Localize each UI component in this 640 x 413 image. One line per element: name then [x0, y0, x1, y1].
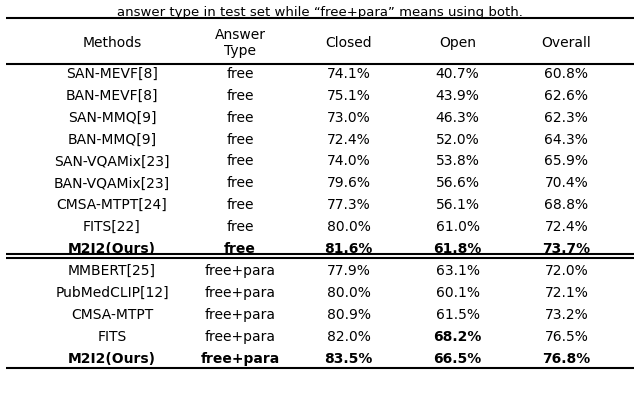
Text: 73.7%: 73.7% — [542, 242, 591, 256]
Text: 80.0%: 80.0% — [327, 220, 371, 234]
Text: 73.2%: 73.2% — [545, 307, 588, 321]
Text: CMSA-MTPT: CMSA-MTPT — [71, 307, 153, 321]
Text: 70.4%: 70.4% — [545, 176, 588, 190]
Text: 56.6%: 56.6% — [436, 176, 479, 190]
Text: FITS: FITS — [97, 329, 127, 343]
Text: 82.0%: 82.0% — [327, 329, 371, 343]
Text: Closed: Closed — [326, 36, 372, 50]
Text: 53.8%: 53.8% — [436, 154, 479, 168]
Text: 52.0%: 52.0% — [436, 132, 479, 146]
Text: 60.1%: 60.1% — [436, 285, 479, 299]
Text: 83.5%: 83.5% — [324, 351, 373, 365]
Text: 77.9%: 77.9% — [327, 263, 371, 278]
Text: MMBERT[25]: MMBERT[25] — [68, 263, 156, 278]
Text: free+para: free+para — [205, 329, 275, 343]
Text: CMSA-MTPT[24]: CMSA-MTPT[24] — [56, 198, 168, 212]
Text: Open: Open — [439, 36, 476, 50]
Text: 43.9%: 43.9% — [436, 88, 479, 102]
Text: M2I2(Ours): M2I2(Ours) — [68, 242, 156, 256]
Text: free: free — [227, 154, 253, 168]
Text: 81.6%: 81.6% — [324, 242, 373, 256]
Text: free+para: free+para — [200, 351, 280, 365]
Text: 61.5%: 61.5% — [436, 307, 479, 321]
Text: FITS[22]: FITS[22] — [83, 220, 141, 234]
Text: PubMedCLIP[12]: PubMedCLIP[12] — [55, 285, 169, 299]
Text: 76.8%: 76.8% — [542, 351, 591, 365]
Text: 76.5%: 76.5% — [545, 329, 588, 343]
Text: 46.3%: 46.3% — [436, 110, 479, 124]
Text: Answer
Type: Answer Type — [214, 28, 266, 57]
Text: answer type in test set while “free+para” means using both.: answer type in test set while “free+para… — [117, 6, 523, 19]
Text: 65.9%: 65.9% — [545, 154, 588, 168]
Text: 75.1%: 75.1% — [327, 88, 371, 102]
Text: 64.3%: 64.3% — [545, 132, 588, 146]
Text: free: free — [227, 88, 253, 102]
Text: 40.7%: 40.7% — [436, 66, 479, 81]
Text: free+para: free+para — [205, 307, 275, 321]
Text: SAN-MEVF[8]: SAN-MEVF[8] — [66, 66, 158, 81]
Text: Overall: Overall — [541, 36, 591, 50]
Text: SAN-MMQ[9]: SAN-MMQ[9] — [68, 110, 156, 124]
Text: SAN-VQAMix[23]: SAN-VQAMix[23] — [54, 154, 170, 168]
Text: free: free — [227, 198, 253, 212]
Text: 72.0%: 72.0% — [545, 263, 588, 278]
Text: M2I2(Ours): M2I2(Ours) — [68, 351, 156, 365]
Text: 72.4%: 72.4% — [545, 220, 588, 234]
Text: BAN-VQAMix[23]: BAN-VQAMix[23] — [54, 176, 170, 190]
Text: Methods: Methods — [83, 36, 141, 50]
Text: 72.1%: 72.1% — [545, 285, 588, 299]
Text: 74.1%: 74.1% — [327, 66, 371, 81]
Text: 61.8%: 61.8% — [433, 242, 482, 256]
Text: 68.2%: 68.2% — [433, 329, 482, 343]
Text: BAN-MEVF[8]: BAN-MEVF[8] — [66, 88, 158, 102]
Text: free: free — [227, 110, 253, 124]
Text: 77.3%: 77.3% — [327, 198, 371, 212]
Text: free: free — [227, 132, 253, 146]
Text: 74.0%: 74.0% — [327, 154, 371, 168]
Text: 80.0%: 80.0% — [327, 285, 371, 299]
Text: free+para: free+para — [205, 285, 275, 299]
Text: 80.9%: 80.9% — [327, 307, 371, 321]
Text: 72.4%: 72.4% — [327, 132, 371, 146]
Text: free: free — [224, 242, 256, 256]
Text: 60.8%: 60.8% — [545, 66, 588, 81]
Text: BAN-MMQ[9]: BAN-MMQ[9] — [67, 132, 157, 146]
Text: free: free — [227, 176, 253, 190]
Text: 61.0%: 61.0% — [436, 220, 479, 234]
Text: 79.6%: 79.6% — [327, 176, 371, 190]
Text: 62.6%: 62.6% — [545, 88, 588, 102]
Text: 56.1%: 56.1% — [436, 198, 479, 212]
Text: 63.1%: 63.1% — [436, 263, 479, 278]
Text: 62.3%: 62.3% — [545, 110, 588, 124]
Text: 73.0%: 73.0% — [327, 110, 371, 124]
Text: free: free — [227, 220, 253, 234]
Text: free+para: free+para — [205, 263, 275, 278]
Text: 68.8%: 68.8% — [545, 198, 588, 212]
Text: free: free — [227, 66, 253, 81]
Text: 66.5%: 66.5% — [433, 351, 482, 365]
